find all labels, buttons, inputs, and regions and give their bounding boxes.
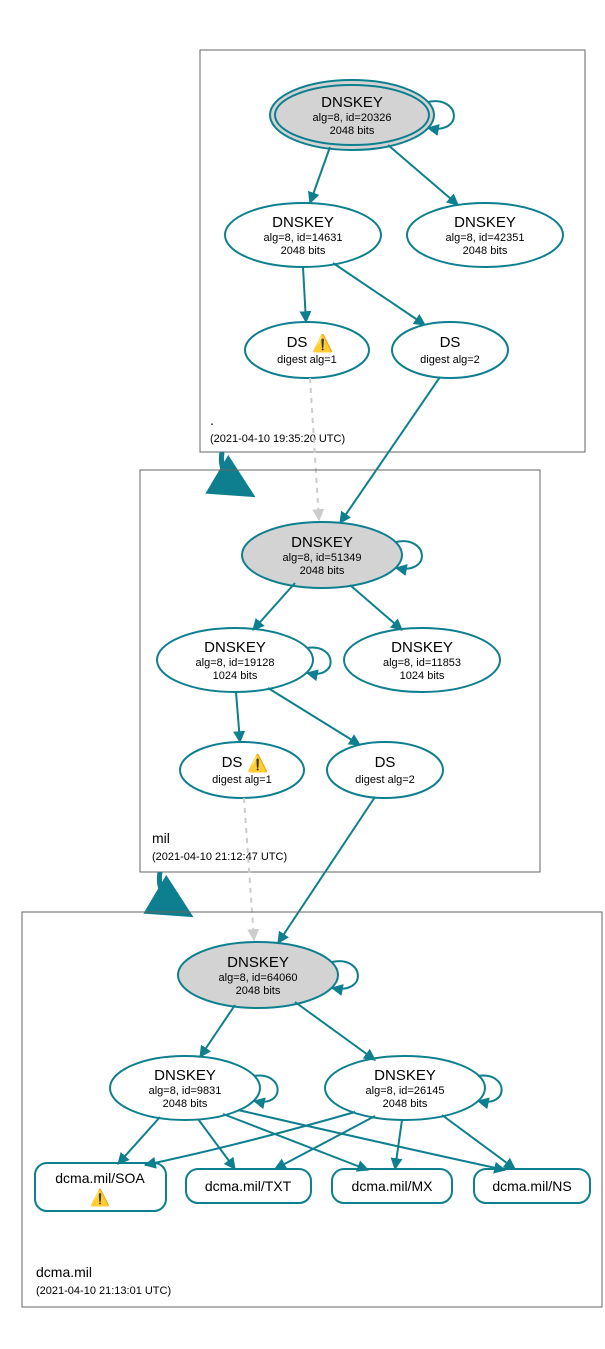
- svg-text:2048 bits: 2048 bits: [463, 245, 508, 257]
- rr-txt: dcma.mil/TXT: [186, 1169, 311, 1203]
- edge: [118, 1117, 160, 1164]
- ds-root-1: DS ⚠️ digest alg=1: [245, 322, 369, 378]
- svg-text:DNSKEY: DNSKEY: [272, 214, 334, 231]
- svg-text:2048 bits: 2048 bits: [236, 985, 281, 997]
- svg-text:DNSKEY: DNSKEY: [374, 1067, 436, 1084]
- edge: [200, 1005, 235, 1057]
- svg-text:DS: DS: [287, 334, 308, 351]
- zone-dcma-label: dcma.mil: [36, 1264, 92, 1280]
- dnskey-mil-ksk: DNSKEY alg=8, id=51349 2048 bits: [242, 522, 402, 588]
- zone-mil-timestamp: (2021-04-10 21:12:47 UTC): [152, 851, 287, 863]
- svg-text:digest alg=1: digest alg=1: [212, 774, 272, 786]
- svg-text:2048 bits: 2048 bits: [163, 1098, 208, 1110]
- svg-text:alg=8, id=51349: alg=8, id=51349: [283, 552, 362, 564]
- rr-soa: dcma.mil/SOA ⚠️: [35, 1163, 166, 1211]
- edge: [238, 1110, 505, 1170]
- svg-text:alg=8, id=64060: alg=8, id=64060: [219, 972, 298, 984]
- ds-root-2: DS digest alg=2: [392, 322, 508, 378]
- svg-text:DNSKEY: DNSKEY: [391, 639, 453, 656]
- svg-text:DNSKEY: DNSKEY: [154, 1067, 216, 1084]
- svg-text:DNSKEY: DNSKEY: [454, 214, 516, 231]
- svg-text:dcma.mil/NS: dcma.mil/NS: [492, 1178, 571, 1194]
- dnskey-root-zsk2: DNSKEY alg=8, id=42351 2048 bits: [407, 203, 563, 267]
- edge: [350, 585, 402, 630]
- svg-text:1024 bits: 1024 bits: [400, 670, 445, 682]
- edge: [236, 692, 240, 742]
- rr-mx: dcma.mil/MX: [332, 1169, 452, 1203]
- warning-icon: ⚠️: [247, 753, 268, 773]
- warning-icon: ⚠️: [312, 333, 333, 353]
- edge: [295, 1002, 375, 1060]
- edge-dashed: [310, 378, 319, 520]
- svg-text:2048 bits: 2048 bits: [383, 1098, 428, 1110]
- zone-root-label: .: [210, 412, 214, 428]
- dnskey-mil-zsk2: DNSKEY alg=8, id=11853 1024 bits: [344, 628, 500, 692]
- svg-text:digest alg=2: digest alg=2: [420, 354, 480, 366]
- svg-text:alg=8, id=14631: alg=8, id=14631: [264, 232, 343, 244]
- svg-text:dcma.mil/TXT: dcma.mil/TXT: [205, 1178, 292, 1194]
- svg-text:2048 bits: 2048 bits: [281, 245, 326, 257]
- dnskey-dcma-ksk: DNSKEY alg=8, id=64060 2048 bits: [178, 942, 338, 1008]
- edge: [340, 377, 440, 523]
- edge: [278, 797, 375, 943]
- ds-mil-1: DS ⚠️ digest alg=1: [180, 742, 304, 798]
- zone-dcma: dcma.mil (2021-04-10 21:13:01 UTC) DNSKE…: [22, 912, 602, 1307]
- svg-text:DNSKEY: DNSKEY: [321, 94, 383, 111]
- zone-root-timestamp: (2021-04-10 19:35:20 UTC): [210, 433, 345, 445]
- svg-text:alg=8, id=26145: alg=8, id=26145: [366, 1085, 445, 1097]
- svg-text:DNSKEY: DNSKEY: [204, 639, 266, 656]
- svg-text:DNSKEY: DNSKEY: [291, 534, 353, 551]
- svg-text:dcma.mil/MX: dcma.mil/MX: [352, 1178, 434, 1194]
- edge: [388, 145, 458, 205]
- svg-text:DNSKEY: DNSKEY: [227, 954, 289, 971]
- svg-text:alg=8, id=42351: alg=8, id=42351: [446, 232, 525, 244]
- zone-dcma-timestamp: (2021-04-10 21:13:01 UTC): [36, 1285, 171, 1297]
- svg-text:2048 bits: 2048 bits: [300, 565, 345, 577]
- edge: [253, 583, 295, 630]
- svg-text:digest alg=2: digest alg=2: [355, 774, 415, 786]
- ds-mil-2: DS digest alg=2: [327, 742, 443, 798]
- warning-icon: ⚠️: [90, 1188, 110, 1207]
- edge: [275, 1116, 375, 1169]
- edge: [310, 147, 330, 203]
- svg-text:DS: DS: [440, 334, 461, 351]
- svg-text:DS: DS: [375, 754, 396, 771]
- dnskey-root-zsk1: DNSKEY alg=8, id=14631 2048 bits: [225, 203, 381, 267]
- svg-text:alg=8, id=19128: alg=8, id=19128: [196, 657, 275, 669]
- edge: [268, 688, 360, 745]
- edge: [333, 263, 425, 325]
- svg-text:alg=8, id=9831: alg=8, id=9831: [149, 1085, 222, 1097]
- dnskey-root-ksk: DNSKEY alg=8, id=20326 2048 bits: [270, 80, 434, 150]
- svg-text:alg=8, id=11853: alg=8, id=11853: [383, 657, 461, 669]
- rr-ns: dcma.mil/NS: [474, 1169, 590, 1203]
- zone-delegation-arrow: [159, 872, 178, 908]
- edge: [198, 1119, 235, 1169]
- dnskey-mil-zsk1: DNSKEY alg=8, id=19128 1024 bits: [157, 628, 313, 692]
- svg-text:alg=8, id=20326: alg=8, id=20326: [313, 112, 392, 124]
- svg-text:dcma.mil/SOA: dcma.mil/SOA: [55, 1170, 145, 1186]
- zone-root: . (2021-04-10 19:35:20 UTC) DNSKEY alg=8…: [200, 50, 585, 452]
- edge: [442, 1115, 515, 1169]
- svg-text:1024 bits: 1024 bits: [213, 670, 258, 682]
- svg-text:2048 bits: 2048 bits: [330, 125, 375, 137]
- svg-text:digest alg=1: digest alg=1: [277, 354, 337, 366]
- dnskey-dcma-zsk1: DNSKEY alg=8, id=9831 2048 bits: [110, 1056, 260, 1120]
- edge-dashed: [244, 798, 254, 940]
- dnskey-dcma-zsk2: DNSKEY alg=8, id=26145 2048 bits: [325, 1056, 485, 1120]
- svg-text:DS: DS: [222, 754, 243, 771]
- zone-mil: mil (2021-04-10 21:12:47 UTC) DNSKEY alg…: [140, 470, 540, 872]
- edge: [303, 267, 306, 322]
- edge: [395, 1120, 402, 1169]
- zone-mil-label: mil: [152, 830, 170, 846]
